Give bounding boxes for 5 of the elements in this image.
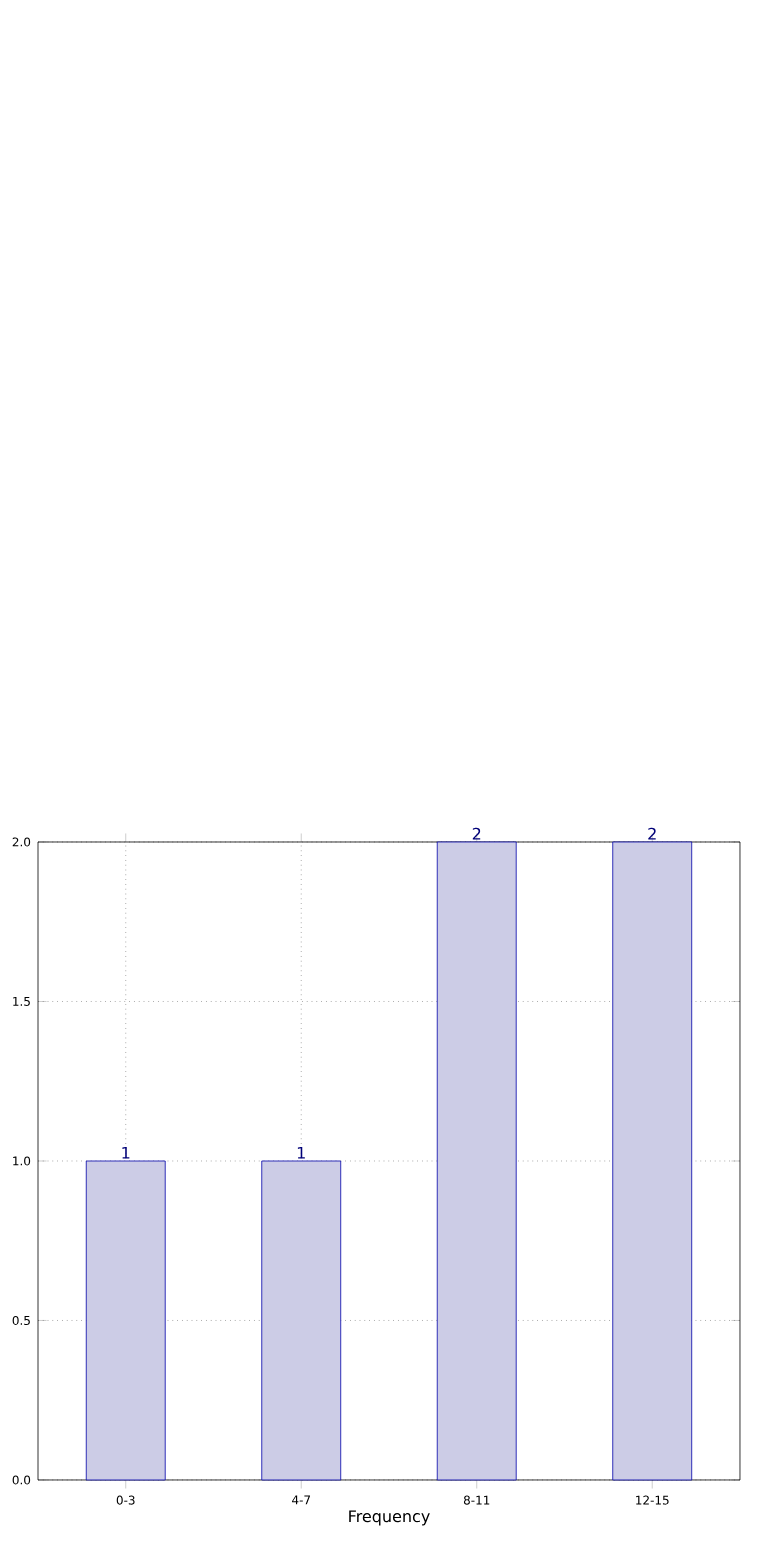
data-label: 2 xyxy=(648,827,656,840)
data-label: 1 xyxy=(297,1146,305,1159)
data-label: 1 xyxy=(122,1146,130,1159)
x-axis-title: Frequency xyxy=(349,1510,430,1526)
data-label: 2 xyxy=(472,827,481,840)
